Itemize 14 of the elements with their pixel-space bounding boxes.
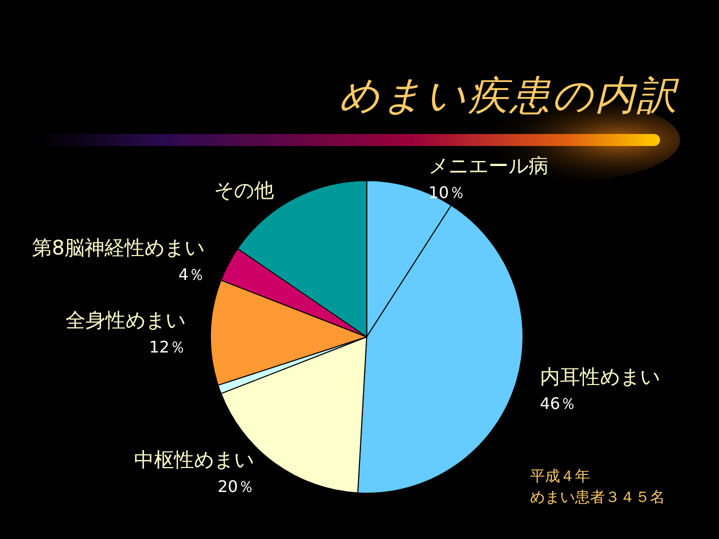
text: 平成４年 xyxy=(530,466,591,487)
slice-label: メニエール病 xyxy=(428,153,549,178)
data-label: 20％ xyxy=(218,476,254,496)
slice-label: 中枢性めまい xyxy=(134,447,254,472)
data-label: 4％ xyxy=(178,264,205,284)
data-label: 12％ xyxy=(149,338,186,357)
slice-label: 全身性めまい xyxy=(65,308,186,332)
data-label: 10％ xyxy=(428,182,465,202)
chart-title: めまい疾患の内訳 xyxy=(339,72,679,121)
slice-label: 内耳性めまい xyxy=(540,364,660,388)
slice-label: 第8脳神経性めまい xyxy=(32,235,205,260)
data-label: 46％ xyxy=(540,394,576,413)
text: めまい患者３４５名 xyxy=(530,487,665,508)
slice-label: その他 xyxy=(214,178,274,202)
